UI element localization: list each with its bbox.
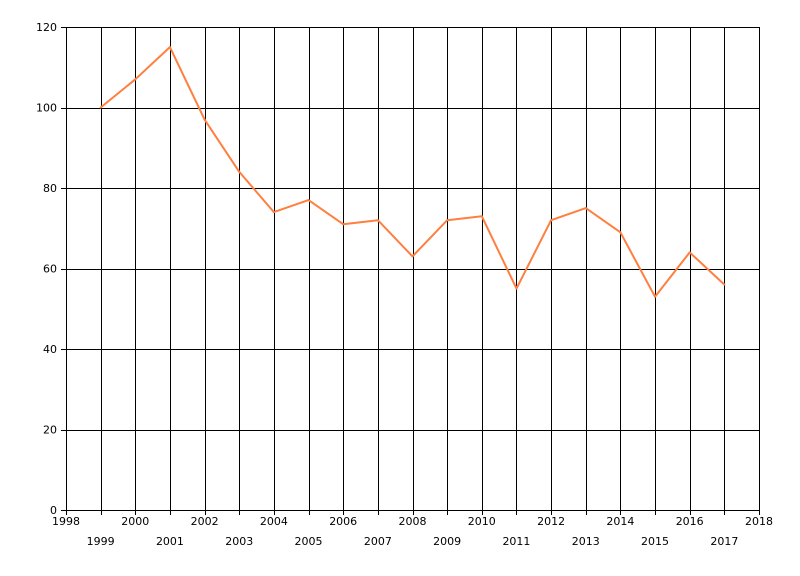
data-point-2002 bbox=[203, 118, 206, 121]
y-tick-label-120: 120 bbox=[36, 21, 57, 34]
y-tick-label-100: 100 bbox=[36, 102, 57, 115]
x-tick-label-2001: 2001 bbox=[156, 535, 184, 548]
x-tick-label-2004: 2004 bbox=[260, 515, 288, 528]
data-point-1999 bbox=[99, 106, 102, 109]
x-tick-label-2015: 2015 bbox=[641, 535, 669, 548]
y-tick-label-80: 80 bbox=[43, 182, 57, 195]
x-tick-label-2008: 2008 bbox=[399, 515, 427, 528]
data-point-2005 bbox=[307, 199, 310, 202]
data-point-2003 bbox=[238, 170, 241, 173]
data-point-2014 bbox=[619, 231, 622, 234]
x-tick-label-2011: 2011 bbox=[502, 535, 530, 548]
x-tick-label-2010: 2010 bbox=[468, 515, 496, 528]
x-tick-label-2000: 2000 bbox=[121, 515, 149, 528]
series-layer bbox=[99, 46, 726, 298]
data-point-2008 bbox=[411, 255, 414, 258]
data-point-2011 bbox=[515, 287, 518, 290]
y-tick-label-40: 40 bbox=[43, 343, 57, 356]
y-tick-label-60: 60 bbox=[43, 263, 57, 276]
x-tick-label-2014: 2014 bbox=[606, 515, 634, 528]
x-tick-label-2009: 2009 bbox=[433, 535, 461, 548]
x-tick-label-2007: 2007 bbox=[364, 535, 392, 548]
x-tick-label-2003: 2003 bbox=[225, 535, 253, 548]
grid bbox=[66, 27, 760, 510]
x-tick-label-2013: 2013 bbox=[572, 535, 600, 548]
data-point-2017 bbox=[723, 283, 726, 286]
x-tick-label-2006: 2006 bbox=[329, 515, 357, 528]
x-tick-label-2005: 2005 bbox=[295, 535, 323, 548]
data-point-2015 bbox=[654, 295, 656, 298]
data-point-2009 bbox=[446, 219, 449, 222]
x-tick-label-2012: 2012 bbox=[537, 515, 565, 528]
data-point-2000 bbox=[134, 78, 137, 81]
x-tick-label-2018: 2018 bbox=[745, 515, 773, 528]
axes bbox=[61, 27, 760, 515]
data-point-2012 bbox=[550, 219, 553, 222]
x-tick-label-2016: 2016 bbox=[676, 515, 704, 528]
data-point-2004 bbox=[272, 211, 275, 214]
data-point-2010 bbox=[480, 215, 483, 218]
data-point-2006 bbox=[342, 223, 345, 226]
x-tick-label-2017: 2017 bbox=[710, 535, 738, 548]
data-point-2016 bbox=[688, 251, 691, 254]
x-tick-label-1999: 1999 bbox=[87, 535, 115, 548]
tick-labels: 1998 1999 2000 2001 2002 2003 2004 2005 2006 2007… bbox=[36, 21, 773, 548]
data-point-2007 bbox=[376, 219, 379, 222]
y-tick-label-0: 0 bbox=[50, 504, 57, 517]
x-tick-label-2002: 2002 bbox=[191, 515, 219, 528]
series-line-0 bbox=[100, 46, 726, 298]
y-tick-label-20: 20 bbox=[43, 424, 57, 437]
x-tick-label-1998: 1998 bbox=[52, 515, 80, 528]
data-point-2013 bbox=[584, 207, 587, 210]
data-point-2001 bbox=[168, 46, 171, 49]
